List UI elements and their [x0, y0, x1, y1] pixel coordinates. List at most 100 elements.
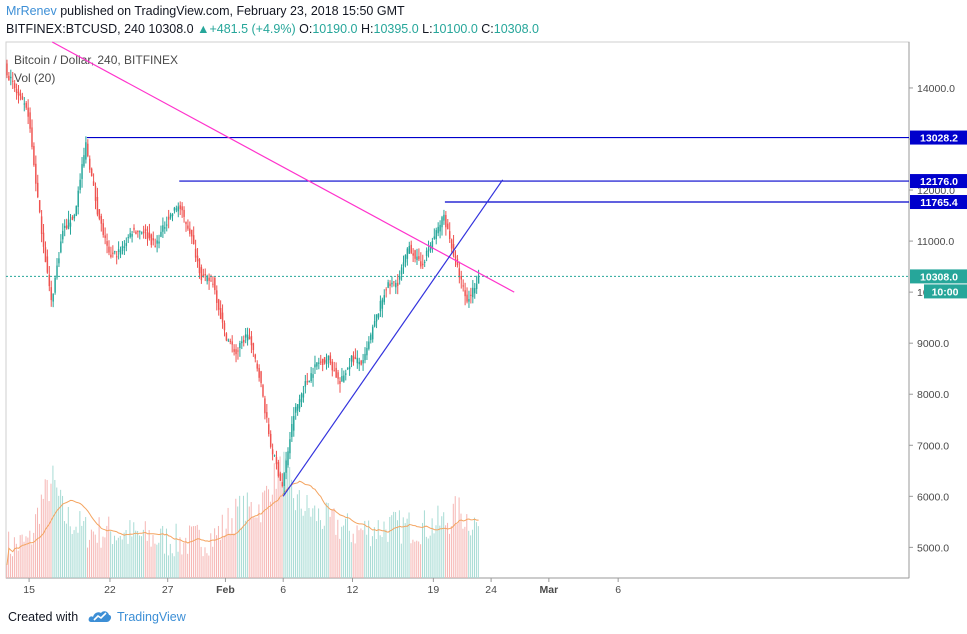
volume-bar [429, 535, 431, 578]
volume-bar [46, 479, 48, 578]
y-tick-label: 8000.0 [917, 389, 949, 401]
volume-bar [448, 533, 450, 578]
candle-body [354, 357, 357, 359]
volume-bar [33, 532, 35, 578]
candle-body [298, 399, 301, 409]
volume-bar [273, 463, 275, 578]
candle-body [462, 285, 464, 287]
volume-bar [164, 553, 166, 578]
candle-body [35, 163, 37, 184]
candle-body [8, 75, 10, 81]
candle-body [362, 360, 364, 364]
volume-bar [391, 515, 393, 578]
volume-bar [281, 484, 283, 578]
volume-bar [412, 539, 414, 578]
candle-body [393, 281, 395, 283]
candle-body [358, 361, 360, 365]
candle-body [260, 371, 262, 384]
volume-bar [192, 526, 194, 578]
candle-body [15, 88, 18, 94]
volume-bar [431, 518, 433, 578]
volume-bar [114, 535, 116, 578]
candle-body [110, 254, 112, 257]
candle-body [131, 233, 133, 237]
volume-bar [452, 503, 454, 578]
candle-body [477, 275, 480, 284]
candle-body [115, 256, 118, 258]
candle-body [271, 449, 274, 455]
volume-bar [210, 533, 212, 578]
candle-body [212, 283, 214, 285]
volume-bar [269, 501, 271, 578]
volume-bar [306, 495, 308, 578]
volume-bar [19, 535, 21, 578]
candle-body [285, 460, 287, 473]
candle-body [475, 283, 478, 290]
price-chart[interactable]: 14000.013000.012000.011000.010000.09000.… [0, 0, 967, 600]
candle-body [437, 226, 439, 234]
volume-bar [310, 516, 312, 578]
volume-bar [181, 554, 183, 578]
candle-body [191, 229, 193, 237]
candle-body [254, 354, 257, 359]
candle-body [239, 343, 241, 349]
candle-body [233, 349, 235, 352]
published-text: published on TradingView.com, February 2… [60, 4, 405, 18]
x-tick-label: 24 [485, 584, 497, 596]
volume-bar [458, 497, 460, 578]
close-value: 10308.0 [493, 22, 539, 36]
candle-body [158, 241, 160, 244]
volume-bar [50, 483, 52, 578]
symbol-label: BITFINEX:BTCUSD, 240 [6, 22, 145, 36]
volume-bar [137, 530, 139, 578]
candle-body [52, 293, 54, 302]
candle-body [441, 217, 443, 228]
candle-body [352, 355, 355, 363]
volume-bar [395, 512, 397, 578]
candle-body [58, 258, 60, 264]
author-link[interactable]: MrRenev [6, 4, 57, 18]
volume-bar [110, 531, 112, 578]
candle-body [208, 277, 210, 281]
candle-body [400, 267, 403, 275]
tradingview-link[interactable]: TradingView [117, 610, 186, 624]
volume-bar [410, 543, 412, 578]
candle-body [366, 347, 368, 356]
candle-body [306, 381, 308, 383]
candle-body [216, 290, 218, 303]
candle-body [237, 350, 239, 352]
candle-body [92, 181, 95, 186]
candle-body [196, 255, 199, 262]
candle-body [264, 398, 266, 414]
volume-bar [312, 508, 314, 578]
candle-body [181, 206, 183, 211]
candle-body [423, 261, 426, 263]
volume-label: Vol (20) [14, 71, 55, 85]
candle-body [300, 394, 303, 403]
candle-body [412, 253, 414, 256]
volume-bar [445, 525, 447, 578]
candle-body [194, 248, 197, 258]
volume-bar [316, 521, 318, 578]
volume-bar [400, 543, 402, 578]
volume-bar [29, 530, 31, 578]
candle-body [360, 360, 362, 365]
candle-body [448, 231, 451, 239]
volume-bar [35, 514, 37, 578]
volume-bar [219, 539, 221, 578]
volume-bar [296, 494, 298, 578]
candle-body [321, 358, 324, 366]
volume-bar [266, 485, 268, 578]
candle-body [25, 102, 27, 108]
high-label: H: [361, 22, 374, 36]
high-value: 10395.0 [373, 22, 419, 36]
candle-body [468, 299, 470, 302]
volume-bar [123, 532, 125, 578]
volume-bar [420, 544, 422, 578]
volume-bar [319, 520, 321, 578]
candle-body [373, 321, 376, 327]
up-arrow-icon: ▲ [197, 22, 210, 36]
level-price-label: 13028.2 [920, 133, 958, 145]
candle-body [318, 362, 320, 364]
candle-body [320, 361, 322, 363]
